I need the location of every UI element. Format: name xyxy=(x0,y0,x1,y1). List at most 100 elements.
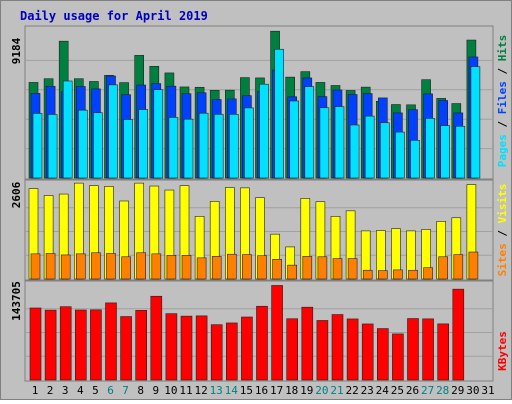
bar-sites-day-28 xyxy=(438,256,449,280)
x-tick-label-day-15: 15 xyxy=(240,384,253,397)
bar-sites-day-16 xyxy=(257,255,267,280)
bar-sites-day-18 xyxy=(287,264,298,280)
x-tick-label-day-26: 26 xyxy=(406,384,419,397)
bar-kbytes-day-16 xyxy=(256,305,268,381)
bar-pages-day-3 xyxy=(62,80,73,179)
bar-sites-day-5 xyxy=(91,252,101,280)
ymax-label-panel3: 143705 xyxy=(10,281,23,321)
x-tick-label-day-3: 3 xyxy=(62,384,69,397)
legend-panel1: Pages / Files / Hits xyxy=(496,35,509,168)
bar-sites-day-21 xyxy=(332,258,343,280)
bar-kbytes-day-23 xyxy=(361,323,374,381)
bar-sites-day-4 xyxy=(76,253,86,280)
bar-kbytes-day-29 xyxy=(452,288,465,381)
bar-sites-day-17 xyxy=(272,259,282,280)
x-tick-label-day-2: 2 xyxy=(47,384,54,397)
legend-text: Sites / Visits xyxy=(496,184,509,277)
bar-pages-day-14 xyxy=(229,114,239,179)
bar-pages-day-28 xyxy=(440,125,451,179)
bar-pages-day-9 xyxy=(153,89,164,179)
bar-sites-day-12 xyxy=(196,257,207,280)
bar-pages-day-21 xyxy=(334,106,345,179)
legend-separator: / xyxy=(496,61,509,81)
x-tick-label-day-7: 7 xyxy=(122,384,129,397)
legend-item-sites: Sites xyxy=(496,243,509,276)
ymax-label-panel1: 9184 xyxy=(10,37,23,64)
x-tick-label-day-25: 25 xyxy=(391,384,404,397)
bar-sites-day-30 xyxy=(468,251,479,280)
bar-sites-day-20 xyxy=(317,256,328,280)
bar-kbytes-day-14 xyxy=(226,322,238,381)
bar-pages-day-24 xyxy=(379,122,390,179)
x-tick-label-day-19: 19 xyxy=(300,384,313,397)
legend-item-kbytes: KBytes xyxy=(496,331,509,371)
x-tick-label-day-1: 1 xyxy=(32,384,39,397)
legend-item-hits: Hits xyxy=(496,35,509,62)
x-tick-label-day-29: 29 xyxy=(451,384,464,397)
legend-panel3: KBytes xyxy=(496,331,509,371)
bar-sites-day-10 xyxy=(166,255,177,280)
x-tick-label-day-16: 16 xyxy=(255,384,268,397)
x-tick-label-day-24: 24 xyxy=(376,384,390,397)
bar-kbytes-day-20 xyxy=(316,320,329,381)
bar-sites-day-24 xyxy=(377,270,388,280)
bar-sites-day-11 xyxy=(181,255,192,280)
bar-pages-day-2 xyxy=(47,114,58,179)
bar-pages-day-18 xyxy=(289,100,300,179)
bar-sites-day-14 xyxy=(227,253,237,280)
x-tick-label-day-4: 4 xyxy=(77,384,84,397)
bar-kbytes-day-11 xyxy=(180,315,193,381)
bar-kbytes-day-7 xyxy=(120,316,132,381)
legend-item-visits: Visits xyxy=(496,184,509,224)
legend-separator: / xyxy=(496,114,509,134)
bar-sites-day-3 xyxy=(60,254,71,280)
bar-kbytes-day-4 xyxy=(75,309,87,381)
x-tick-label-day-6: 6 xyxy=(107,384,114,397)
bar-kbytes-day-1 xyxy=(29,307,42,381)
bar-kbytes-day-13 xyxy=(210,324,223,381)
bar-sites-day-2 xyxy=(45,253,56,280)
x-tick-label-day-10: 10 xyxy=(164,384,177,397)
x-tick-label-day-31: 31 xyxy=(481,384,494,397)
x-tick-label-day-5: 5 xyxy=(92,384,99,397)
bar-kbytes-day-22 xyxy=(346,318,359,381)
ymax-label-panel2: 2606 xyxy=(10,181,23,208)
bar-kbytes-day-25 xyxy=(392,333,404,381)
bar-pages-day-30 xyxy=(470,66,481,179)
bar-sites-day-19 xyxy=(302,256,313,280)
bar-kbytes-day-19 xyxy=(301,306,314,381)
bar-sites-day-6 xyxy=(106,253,116,280)
bar-pages-day-4 xyxy=(78,109,88,179)
bar-sites-day-27 xyxy=(423,267,433,280)
x-tick-label-day-9: 9 xyxy=(152,384,159,397)
x-tick-label-day-30: 30 xyxy=(466,384,479,397)
bar-kbytes-day-26 xyxy=(407,318,419,381)
bar-kbytes-day-8 xyxy=(135,310,147,381)
bar-sites-day-15 xyxy=(242,254,252,280)
bar-pages-day-13 xyxy=(213,114,224,179)
legend-separator: / xyxy=(496,223,509,243)
bar-kbytes-day-5 xyxy=(90,309,102,381)
bar-pages-day-10 xyxy=(168,117,179,179)
x-tick-label-day-27: 27 xyxy=(421,384,434,397)
bar-pages-day-29 xyxy=(455,125,466,179)
x-tick-label-day-23: 23 xyxy=(361,384,374,397)
bar-pages-day-25 xyxy=(395,131,405,179)
bar-kbytes-day-2 xyxy=(44,309,57,381)
x-tick-label-day-17: 17 xyxy=(270,384,283,397)
bar-sites-day-29 xyxy=(453,254,464,280)
bar-pages-day-26 xyxy=(410,139,420,179)
x-tick-label-day-21: 21 xyxy=(330,384,343,397)
bars-panel1 xyxy=(28,30,481,179)
x-tick-label-day-18: 18 xyxy=(285,384,298,397)
bar-sites-day-1 xyxy=(30,253,41,280)
bar-pages-day-19 xyxy=(304,86,315,179)
bar-pages-day-17 xyxy=(274,48,284,179)
bar-sites-day-22 xyxy=(347,258,358,280)
x-tick-label-day-28: 28 xyxy=(436,384,449,397)
bar-kbytes-day-17 xyxy=(271,285,283,381)
bar-kbytes-day-21 xyxy=(331,314,344,381)
bars-panel3 xyxy=(29,285,465,381)
bar-pages-day-22 xyxy=(349,124,360,179)
bar-pages-day-11 xyxy=(183,118,194,179)
